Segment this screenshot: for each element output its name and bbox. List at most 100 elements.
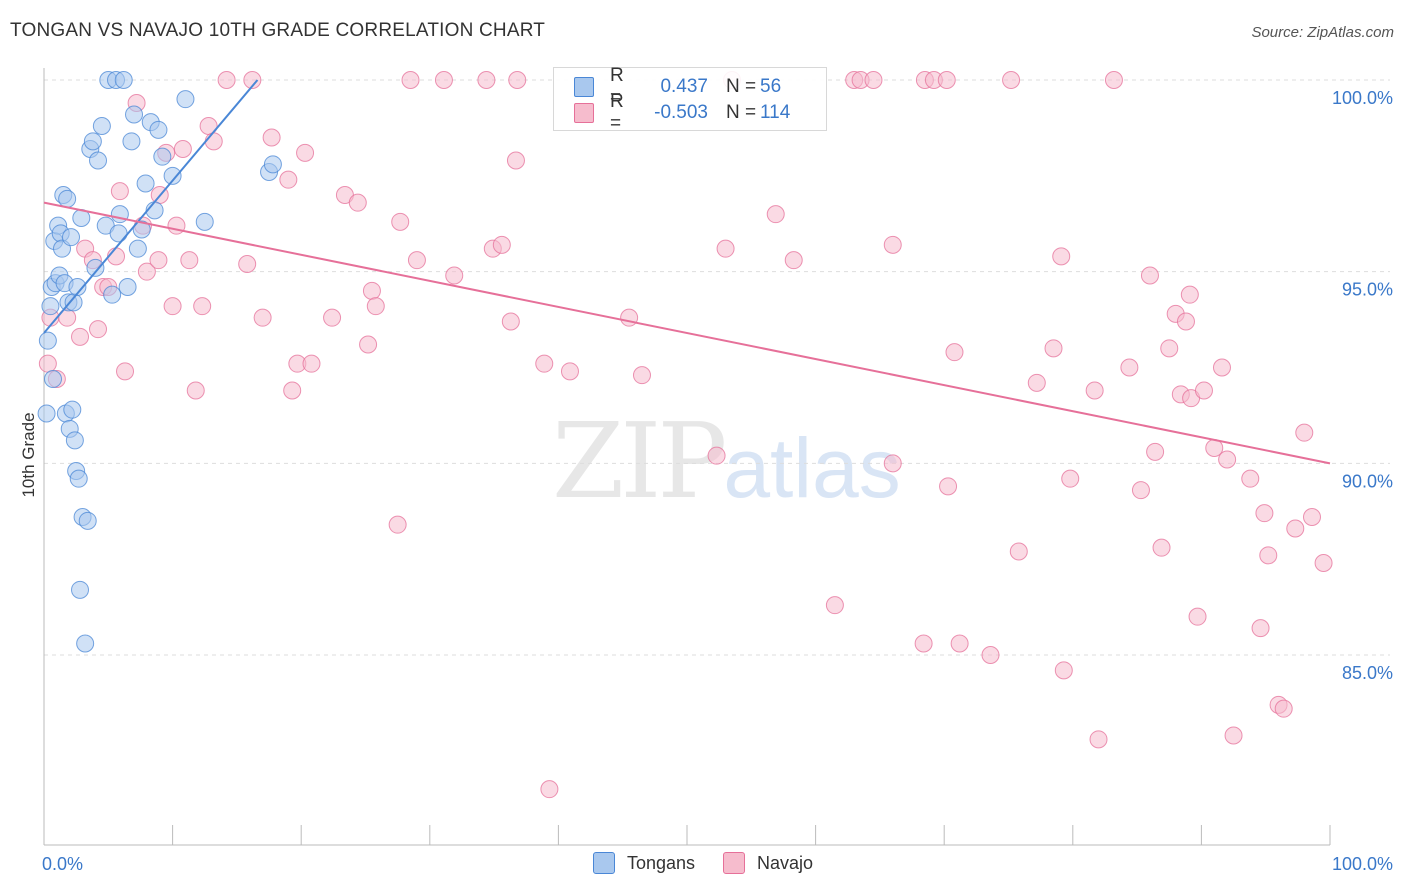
navajo-point [864,71,883,89]
navajo-point [939,477,958,496]
navajo-point [163,297,182,316]
legend-row-navajo: R = -0.503 N = 114 [574,91,800,134]
navajo-point [1160,339,1179,358]
tongans-point [153,147,172,166]
navajo-point [296,143,315,162]
tongans-legend-label: Tongans [626,852,696,873]
navajo-point [238,255,257,273]
navajo-point [137,262,156,281]
navajo-point [620,308,639,327]
navajo-point [492,235,511,254]
navajo-point [784,251,803,270]
navajo-point [1052,247,1071,266]
tongans-point [89,151,108,170]
navajo-point [348,193,367,212]
navajo-point [950,634,969,653]
tongans-point [63,400,82,419]
navajo-point [1314,554,1333,572]
navajo-point [825,596,844,615]
tongans-point [132,220,151,239]
tongans-point [62,228,81,247]
navajo-point [180,251,199,270]
legend-item-tongans[interactable]: Tongans [592,852,696,874]
tongans-point [103,285,122,304]
navajo-point [1044,339,1063,358]
navajo-point [535,354,554,373]
n-value: 114 [760,102,791,123]
navajo-point [632,366,651,385]
navajo-point [1002,71,1021,89]
navajo-point [766,205,785,224]
navajo-point [71,327,90,346]
tongans-point [65,431,84,450]
navajo-point [477,71,496,89]
tongans-point [125,105,144,124]
n-value: 56 [760,76,782,97]
legend-item-navajo[interactable]: Navajo [723,852,813,874]
navajo-point [366,297,385,316]
y-tick-label: 100.0% [1332,88,1393,108]
navajo-point [1027,373,1046,392]
x-tick-label-min: 0.0% [42,854,83,874]
navajo-point [149,251,168,270]
navajo-point [401,71,420,89]
navajo-point [1104,71,1123,89]
navajo-point [193,297,212,316]
y-tick-label: 85.0% [1342,663,1393,683]
y-tick-label: 90.0% [1342,471,1393,491]
navajo-point [1259,546,1278,565]
navajo-point [217,71,236,89]
navajo-point [445,266,464,285]
navajo-point [1176,312,1195,331]
tongans-point [83,132,102,151]
y-tick-label: 95.0% [1342,280,1393,300]
tongans-trend-line [43,79,259,334]
navajo-point [359,335,378,354]
tongans-point [109,224,128,243]
navajo-point [1131,481,1150,500]
navajo-point [186,381,205,400]
r-label: R = [610,91,624,134]
navajo-point [1180,285,1199,304]
navajo-point [110,182,129,201]
navajo-point [501,312,520,331]
tongans-point [69,469,88,488]
watermark-atlas: atlas [723,421,901,515]
navajo-point [388,515,407,534]
navajo-point [914,634,933,653]
navajo-point [1224,726,1243,745]
navajo-point [243,71,262,89]
navajo-point [1295,423,1314,442]
navajo-point [283,381,302,400]
navajo-point [945,343,964,362]
tongans-point [136,174,155,193]
watermark: ZIPatlas [552,400,901,522]
navajo-point [1085,381,1104,400]
r-label: R = [610,65,624,108]
navajo-point [1218,450,1237,469]
navajo-point [302,354,321,373]
navajo-point [1194,381,1213,400]
navajo-point [1152,538,1171,557]
tongans-point [176,90,195,109]
navajo-point [279,170,298,189]
n-label: N = [726,76,757,97]
navajo-point [1188,607,1207,626]
navajo-point [508,71,527,89]
tongans-point [78,511,97,530]
tongans-point [44,370,63,388]
navajo-point [107,247,126,266]
navajo-point [38,354,57,373]
tongans-point [128,239,147,258]
chart-title: TONGAN VS NAVAJO 10TH GRADE CORRELATION … [10,20,546,41]
tongans-point [92,117,111,135]
source-label: Source: ZipAtlas.com [1251,24,1394,41]
navajo-swatch [574,103,594,123]
navajo-point [883,454,902,473]
tongans-point [114,71,133,89]
navajo-point [1140,266,1159,285]
navajo-trend-line [43,201,1331,465]
tongans-point [118,278,137,296]
navajo-point [1286,519,1305,538]
